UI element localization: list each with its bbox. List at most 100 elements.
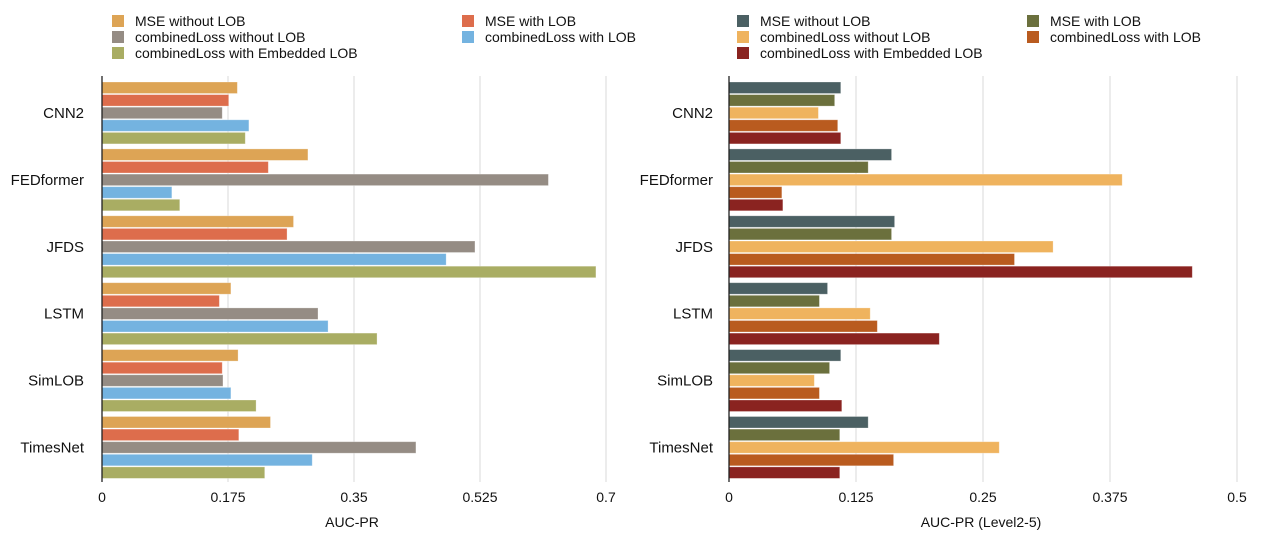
left-bar-timesnet-series-4 (101, 466, 266, 479)
left-bar-lstm-series-1 (101, 294, 220, 308)
right-x-tick-label: 0.5 (1227, 489, 1247, 505)
right-legend-swatch-2 (737, 31, 749, 43)
right-bar-simlob-series-0 (728, 349, 842, 362)
right-bar-jfds-series-4 (728, 265, 1193, 279)
left-legend-swatch-1 (462, 15, 474, 27)
left-bar-cnn2-series-2 (101, 106, 223, 120)
right-bar-fedformer-series-1 (728, 161, 869, 174)
left-category-label: FEDformer (11, 172, 84, 189)
right-bar-lstm-series-2 (728, 307, 871, 320)
right-legend-label-0: MSE without LOB (760, 13, 871, 29)
left-bar-jfds-series-4 (101, 265, 597, 279)
right-bar-lstm-series-0 (728, 282, 828, 295)
left-x-tick-label: 0.35 (340, 489, 367, 505)
left-bar-timesnet-series-1 (101, 428, 240, 442)
right-x-tick-label: 0.375 (1092, 489, 1127, 505)
right-bar-fedformer-series-3 (728, 186, 783, 199)
left-category-label: JFDS (47, 239, 85, 256)
left-bar-lstm-series-0 (101, 282, 232, 295)
left-bar-jfds-series-0 (101, 215, 294, 228)
right-bar-simlob-series-3 (728, 386, 820, 400)
left-legend-label-2: combinedLoss without LOB (135, 29, 305, 45)
left-bar-lstm-series-4 (101, 332, 378, 346)
left-bar-cnn2-series-1 (101, 94, 230, 107)
right-category-label: FEDformer (640, 172, 713, 189)
left-x-tick-label: 0.175 (210, 489, 245, 505)
left-legend-label-4: combinedLoss with Embedded LOB (135, 45, 358, 61)
right-category-label: JFDS (676, 239, 714, 256)
left-bar-fedformer-series-0 (101, 148, 309, 161)
right-bar-cnn2-series-1 (728, 94, 836, 107)
right-bar-jfds-series-1 (728, 227, 892, 241)
right-bar-fedformer-series-4 (728, 198, 784, 212)
right-bar-fedformer-series-2 (728, 173, 1123, 187)
left-legend-label-1: MSE with LOB (485, 13, 576, 29)
left-bar-timesnet-series-2 (101, 441, 417, 454)
right-bar-cnn2-series-2 (728, 106, 819, 120)
left-category-label: TimesNet (20, 439, 84, 456)
right-bar-fedformer-series-0 (728, 148, 892, 161)
left-legend-label-3: combinedLoss with LOB (485, 29, 636, 45)
left-category-label: SimLOB (28, 373, 84, 390)
right-legend-label-1: MSE with LOB (1050, 13, 1141, 29)
left-x-tick-label: 0.7 (596, 489, 616, 505)
left-category-label: CNN2 (43, 105, 84, 122)
left-bar-jfds-series-3 (101, 253, 447, 266)
left-bar-cnn2-series-4 (101, 131, 246, 145)
left-legend-swatch-2 (112, 31, 124, 43)
left-bar-simlob-series-1 (101, 361, 223, 375)
right-x-tick-label: 0.125 (838, 489, 873, 505)
right-bar-cnn2-series-3 (728, 119, 839, 132)
left-bar-cnn2-series-3 (101, 119, 250, 132)
right-bar-simlob-series-1 (728, 361, 830, 375)
right-bar-timesnet-series-3 (728, 453, 894, 467)
left-bar-fedformer-series-4 (101, 198, 181, 212)
right-bar-timesnet-series-2 (728, 441, 1000, 454)
right-bar-jfds-series-3 (728, 253, 1015, 266)
right-bar-lstm-series-3 (728, 320, 878, 333)
left-bar-timesnet-series-3 (101, 453, 313, 467)
left-bar-jfds-series-2 (101, 240, 476, 253)
left-bar-fedformer-series-2 (101, 173, 549, 187)
left-x-tick-label: 0.525 (462, 489, 497, 505)
left-bar-fedformer-series-1 (101, 161, 269, 174)
left-x-axis-title: AUC-PR (325, 514, 379, 530)
right-bar-jfds-series-2 (728, 240, 1054, 253)
right-category-label: CNN2 (672, 105, 713, 122)
right-legend-swatch-1 (1027, 15, 1039, 27)
left-bar-simlob-series-2 (101, 374, 224, 387)
left-x-tick-label: 0 (98, 489, 106, 505)
left-bar-lstm-series-2 (101, 307, 319, 320)
right-category-label: SimLOB (657, 373, 713, 390)
right-legend-label-4: combinedLoss with Embedded LOB (760, 45, 983, 61)
left-legend-swatch-0 (112, 15, 124, 27)
right-legend-swatch-0 (737, 15, 749, 27)
right-category-label: TimesNet (649, 439, 713, 456)
right-x-axis-title: AUC-PR (Level2-5) (921, 514, 1042, 530)
left-bar-cnn2-series-0 (101, 81, 238, 94)
right-legend-swatch-3 (1027, 31, 1039, 43)
left-bar-fedformer-series-3 (101, 186, 173, 199)
right-legend-swatch-4 (737, 47, 749, 59)
right-bar-timesnet-series-4 (728, 466, 841, 479)
right-category-label: LSTM (673, 306, 713, 323)
right-bar-lstm-series-4 (728, 332, 940, 346)
left-legend-label-0: MSE without LOB (135, 13, 246, 29)
right-bar-timesnet-series-1 (728, 428, 841, 442)
left-bar-simlob-series-0 (101, 349, 239, 362)
right-bar-cnn2-series-4 (728, 131, 842, 145)
left-bar-simlob-series-4 (101, 399, 257, 412)
right-bar-simlob-series-4 (728, 399, 843, 412)
left-bar-timesnet-series-0 (101, 416, 271, 429)
right-bar-cnn2-series-0 (728, 81, 842, 94)
left-legend-swatch-3 (462, 31, 474, 43)
right-bar-jfds-series-0 (728, 215, 896, 228)
right-x-tick-label: 0.25 (969, 489, 996, 505)
right-legend-label-3: combinedLoss with LOB (1050, 29, 1201, 45)
left-bar-jfds-series-1 (101, 227, 288, 241)
left-category-label: LSTM (44, 306, 84, 323)
left-bar-simlob-series-3 (101, 386, 232, 400)
right-bar-simlob-series-2 (728, 374, 815, 387)
right-bar-timesnet-series-0 (728, 416, 869, 429)
